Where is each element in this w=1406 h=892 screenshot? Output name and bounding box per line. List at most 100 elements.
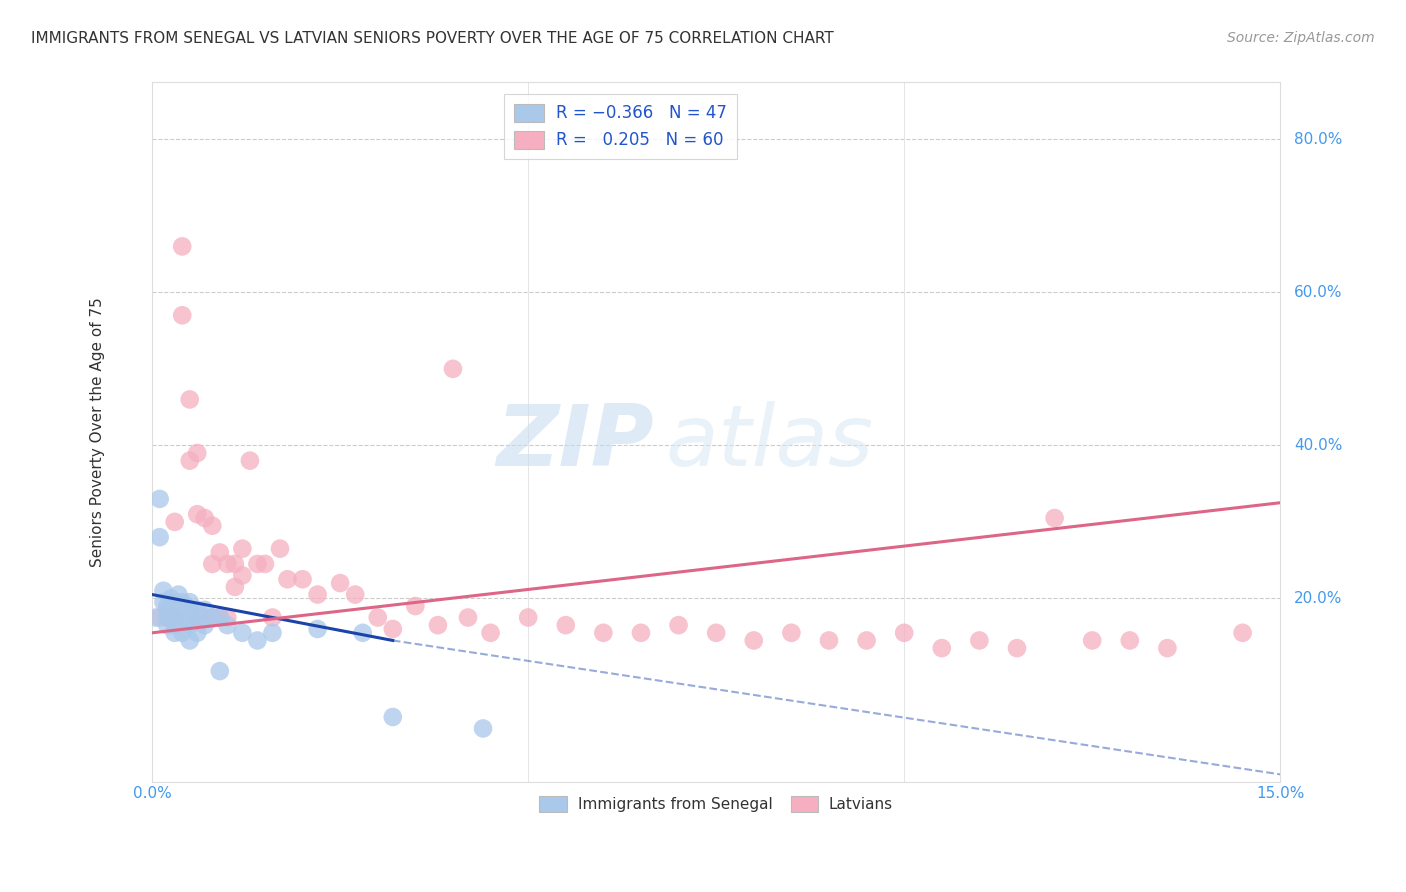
Legend: Immigrants from Senegal, Latvians: Immigrants from Senegal, Latvians [531,788,901,820]
Text: IMMIGRANTS FROM SENEGAL VS LATVIAN SENIORS POVERTY OVER THE AGE OF 75 CORRELATIO: IMMIGRANTS FROM SENEGAL VS LATVIAN SENIO… [31,31,834,46]
Point [186,507,208,521]
Point [208,610,231,624]
Point [246,633,269,648]
Point [329,576,352,591]
Point [239,453,262,467]
Point [1043,511,1066,525]
Point [145,610,167,624]
Point [179,392,201,407]
Point [160,603,183,617]
Point [1005,641,1028,656]
Point [163,625,186,640]
Point [179,618,201,632]
Point [217,618,239,632]
Text: Source: ZipAtlas.com: Source: ZipAtlas.com [1227,31,1375,45]
Point [231,568,253,582]
Point [1156,641,1178,656]
Point [186,625,208,640]
Text: 20.0%: 20.0% [1294,591,1343,606]
Point [704,625,727,640]
Point [186,603,208,617]
Point [186,446,208,460]
Point [149,610,172,624]
Point [592,625,614,640]
Point [160,591,183,606]
Point [186,610,208,624]
Point [441,361,464,376]
Point [201,610,224,624]
Point [163,603,186,617]
Point [156,610,179,624]
Point [149,491,172,506]
Point [201,610,224,624]
Text: ZIP: ZIP [496,401,654,484]
Point [668,618,690,632]
Point [208,664,231,678]
Point [179,633,201,648]
Point [307,622,329,636]
Text: 15.0%: 15.0% [1256,786,1305,801]
Point [174,599,197,613]
Point [179,595,201,609]
Point [262,625,284,640]
Point [194,603,217,617]
Point [517,610,540,624]
Point [381,622,404,636]
Point [307,588,329,602]
Point [152,595,174,609]
Point [186,610,208,624]
Point [344,588,367,602]
Point [201,518,224,533]
Point [179,603,201,617]
Point [194,610,217,624]
Point [269,541,291,556]
Point [201,557,224,571]
Point [179,610,201,624]
Point [163,610,186,624]
Point [231,541,253,556]
Point [172,308,194,322]
Point [172,239,194,253]
Point [172,625,194,640]
Point [291,572,314,586]
Point [149,530,172,544]
Point [172,610,194,624]
Point [152,583,174,598]
Point [855,633,877,648]
Text: 0.0%: 0.0% [132,786,172,801]
Point [194,511,217,525]
Point [163,595,186,609]
Point [630,625,652,640]
Point [554,618,576,632]
Point [246,557,269,571]
Point [276,572,298,586]
Point [472,722,495,736]
Point [479,625,502,640]
Point [742,633,765,648]
Point [457,610,479,624]
Point [156,603,179,617]
Text: 40.0%: 40.0% [1294,438,1343,453]
Point [163,618,186,632]
Point [931,641,953,656]
Point [179,453,201,467]
Point [224,580,246,594]
Point [893,625,915,640]
Point [208,610,231,624]
Point [167,588,190,602]
Point [156,610,179,624]
Point [156,618,179,632]
Text: atlas: atlas [665,401,873,484]
Point [172,595,194,609]
Point [167,615,190,629]
Point [780,625,803,640]
Point [217,610,239,624]
Point [167,603,190,617]
Point [163,515,186,529]
Point [160,610,183,624]
Point [381,710,404,724]
Point [1081,633,1104,648]
Point [262,610,284,624]
Text: Seniors Poverty Over the Age of 75: Seniors Poverty Over the Age of 75 [90,297,105,566]
Point [194,618,217,632]
